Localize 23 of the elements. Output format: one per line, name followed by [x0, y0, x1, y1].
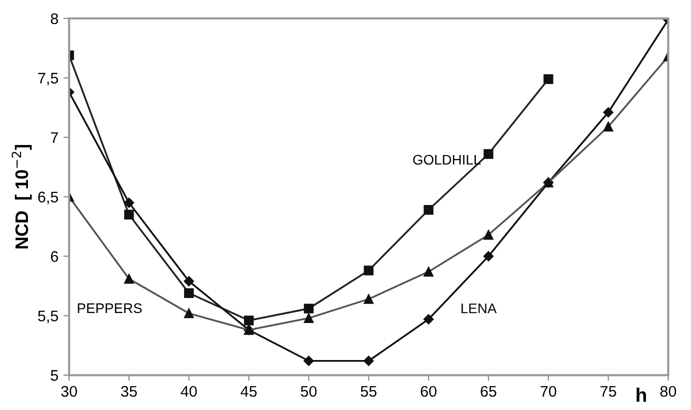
x-tick-label: 60	[420, 386, 436, 397]
y-tick-label: 7,5	[38, 72, 58, 86]
x-tick-label: 40	[180, 386, 197, 397]
y-tick-label: 6,5	[38, 192, 58, 204]
y-tick-label: 5	[50, 370, 58, 381]
x-axis-title: h	[636, 388, 646, 402]
series-label: LENA	[462, 304, 497, 314]
x-tick-label: 80	[660, 386, 676, 397]
y-tick-label: 8	[50, 13, 58, 24]
series-label: GOLDHILL	[413, 154, 481, 165]
x-tick-label: 75	[600, 386, 616, 397]
y-tick-label: 6	[50, 251, 58, 262]
x-tick-label: 35	[121, 386, 137, 397]
y-tick-label: 5,5	[38, 310, 58, 324]
x-tick-label: 30	[61, 386, 77, 397]
x-tick-label: 45	[240, 386, 257, 397]
x-tick-label: 55	[360, 386, 377, 397]
x-tick-label: 65	[480, 386, 496, 397]
x-tick-label: 50	[300, 386, 317, 397]
series-label: PEPPERS	[78, 303, 142, 314]
y-axis-title: NCD [ 10$^{−2}$]	[12, 145, 32, 248]
y-tick-label: 7	[50, 132, 58, 143]
x-tick-label: 70	[540, 386, 556, 397]
